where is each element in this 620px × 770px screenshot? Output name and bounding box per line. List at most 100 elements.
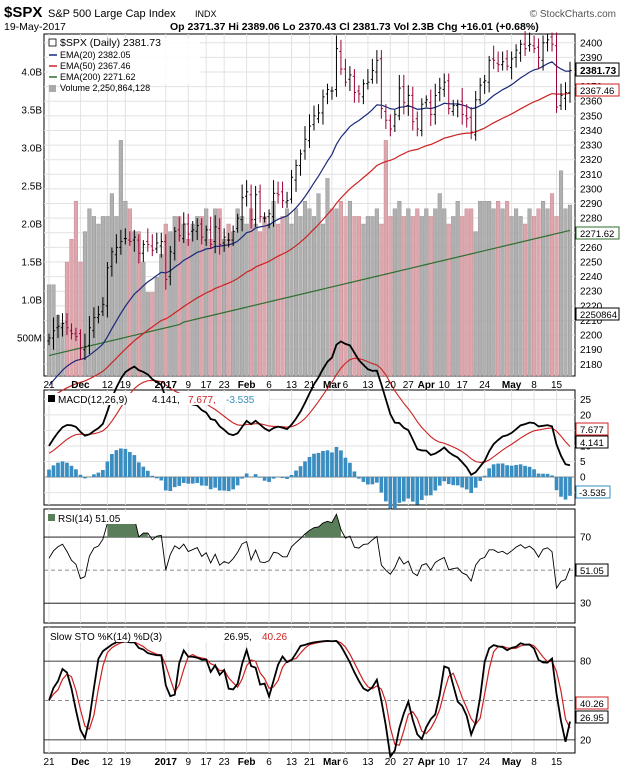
volume-bar [352, 216, 357, 377]
volume-bar [100, 216, 105, 377]
volume-bar [222, 238, 227, 377]
macd-histogram-bar [294, 470, 298, 478]
macd-signal-tag: 7.677 [580, 425, 604, 436]
macd-histogram-bar [172, 477, 177, 488]
macd-histogram-bar [186, 477, 191, 484]
volume-bar [451, 216, 456, 377]
macd-histogram-bar [199, 477, 204, 486]
x-tick-label: 15 [551, 757, 563, 768]
macd-histogram-bar [559, 477, 563, 497]
macd-histogram-bar [442, 477, 447, 482]
volume-bar [311, 216, 317, 377]
macd-histogram-bar [316, 452, 321, 478]
macd-histogram-bar [401, 477, 406, 502]
macd-histogram-bar [154, 477, 159, 479]
price-bars [47, 31, 572, 360]
volume-bar [226, 223, 231, 377]
macd-histogram-bar [128, 451, 132, 478]
volume-bar [78, 261, 83, 377]
volume-bar [231, 231, 236, 377]
symbol-label: $SPX [4, 4, 42, 21]
volume-bar [554, 216, 559, 377]
macd-histogram-bar [496, 463, 500, 478]
volume-bar [217, 208, 222, 377]
x-tick-label: 10 [439, 380, 451, 391]
macd-histogram-bar [532, 469, 536, 478]
macd-plot [47, 340, 572, 509]
macd-histogram-bar [330, 452, 334, 478]
macd-histogram-bar [303, 461, 307, 478]
x-tick-label: 17 [201, 380, 213, 391]
price-legend: $SPX (Daily) 2381.73 EMA(20) 2382.05 EMA… [48, 37, 200, 93]
volume-tick-label: 2.0B [21, 220, 42, 231]
macd-histogram-bar [262, 477, 267, 481]
price-tick-label: 2180 [580, 360, 603, 371]
macd-histogram-bar [240, 477, 244, 479]
macd-legend-name: MACD(12,26,9) [58, 395, 127, 406]
macd-histogram-bar [437, 477, 442, 486]
macd-histogram-bar [208, 477, 213, 490]
volume-bar [325, 178, 330, 377]
volume-bar [186, 238, 191, 377]
ema200-legend: EMA(200) 2271.62 [60, 72, 136, 82]
macd-histogram-bar [280, 477, 285, 479]
volume-bar [464, 208, 469, 377]
sto-k-tag: 26.95 [580, 713, 604, 724]
x-tick-label: 2017 [155, 757, 178, 768]
volume-bar [289, 223, 294, 377]
volume-bar [437, 193, 442, 377]
x-tick-label: 17 [201, 757, 213, 768]
macd-histogram-bar [190, 477, 195, 484]
volume-tick-label: 1.0B [21, 296, 42, 307]
macd-histogram-bar [65, 462, 69, 478]
macd-histogram-bar [518, 464, 523, 478]
price-tick-label: 2220 [580, 301, 603, 312]
price-tick-label: 2250 [580, 258, 603, 269]
macd-histogram-bar [536, 473, 541, 478]
x-tick-label: 9 [185, 757, 191, 768]
volume-bar [150, 292, 155, 377]
volume-bar [388, 216, 393, 377]
volume-bar [558, 170, 564, 377]
macd-histogram-bar [132, 455, 137, 478]
sto-legend: Slow STO %K(14) %D(3) 26.95, 40.26 [47, 630, 307, 643]
macd-histogram-bar [392, 477, 397, 509]
price-tick-label: 2360 [580, 97, 603, 108]
x-tick-label: May [502, 757, 522, 768]
x-tick-label: 13 [362, 380, 374, 391]
volume-bar [536, 208, 541, 377]
volume-bar [172, 216, 177, 377]
ema50-tag: 2367.46 [580, 86, 614, 97]
volume-bar [316, 193, 321, 377]
macd-histogram-bar [244, 473, 249, 478]
volume-bar [262, 216, 267, 377]
volume-bar [280, 216, 285, 377]
macd-histogram-bar [177, 477, 182, 486]
macd-histogram-bar [285, 477, 289, 479]
volume-bar [496, 200, 501, 377]
macd-histogram-bar [78, 474, 83, 478]
volume-bar [123, 200, 128, 377]
x-tick-label: 13 [362, 757, 374, 768]
axis-labels: 2121DecDec12121919201720179917172323FebF… [17, 38, 603, 768]
macd-histogram-bar [181, 477, 186, 483]
macd-histogram-bar [321, 450, 325, 478]
rsi-tick-label: 30 [580, 599, 592, 610]
macd-histogram-bar [235, 477, 240, 486]
macd-histogram-bar [101, 469, 105, 478]
macd-histogram-bar [419, 477, 424, 501]
volume-bar [545, 208, 550, 377]
volume-bar [487, 200, 492, 377]
macd-histogram-bar [473, 477, 478, 488]
x-tick-label: 12 [102, 380, 114, 391]
x-tick-label: 2017 [155, 380, 178, 391]
macd-histogram-bar [406, 477, 411, 499]
macd-histogram-bar [370, 477, 375, 485]
macd-histogram-bar [568, 477, 572, 496]
macd-histogram-bar [47, 469, 51, 478]
volume-bar [356, 216, 361, 377]
x-tick-label: 24 [479, 757, 491, 768]
x-tick-label: 21 [304, 757, 316, 768]
volume-bar [532, 216, 537, 377]
volume-bar [563, 208, 568, 377]
